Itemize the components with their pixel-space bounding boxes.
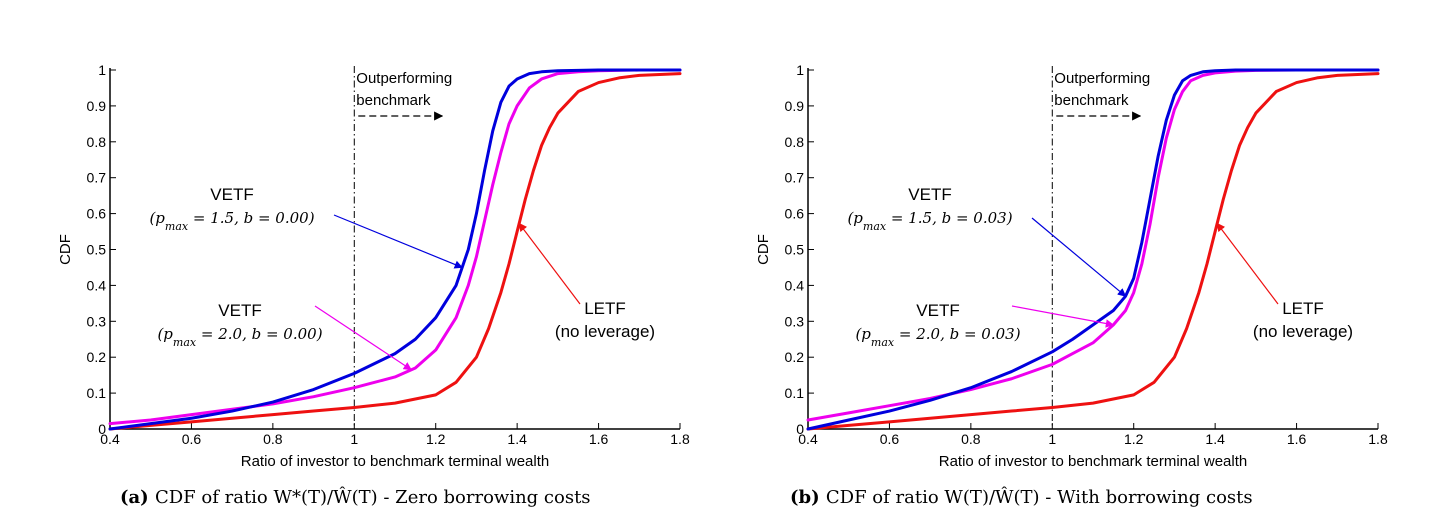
x-tick-label: 1.8 (1368, 431, 1388, 447)
y-tick-label: 0 (796, 421, 804, 437)
annotation-arrow-1 (1011, 305, 1115, 328)
y-tick-label: 0.4 (785, 277, 805, 293)
series-line-1 (108, 68, 682, 426)
series-line-0 (108, 68, 682, 431)
annotation-title-1: VETF (218, 301, 261, 320)
x-tick-label: 0.4 (100, 431, 120, 447)
x-tick-label: 1.2 (1124, 431, 1144, 447)
annotation-params-2: (no leverage) (555, 322, 655, 341)
y-tick-label: 0.6 (87, 206, 107, 222)
series-line-2 (108, 72, 682, 431)
annotation-title-0: VETF (210, 185, 253, 204)
annotation-params-2: (no leverage) (1253, 322, 1353, 341)
figure-caption: (a) CDF of ratio W*(T)/Ŵ(T) - Zero borro… (120, 485, 591, 508)
y-tick-label: 0.4 (87, 277, 107, 293)
annotation-arrow-2 (518, 222, 581, 305)
x-tick-label: 0.8 (961, 431, 981, 447)
y-axis-label: CDF (755, 234, 772, 265)
y-tick-label: 0.9 (785, 98, 805, 114)
annotation-params-1: (pmax = 2.0, b = 0.00) (157, 325, 322, 349)
benchmark-label-line1: Outperforming (356, 70, 452, 87)
panel-a: 0.4 0.6 0.8 1 1.2 1.4 1.6 1.8 0 0.1 0.2 0.3 0.4 0.5 0.… (57, 62, 690, 508)
annotation-arrow-1 (314, 305, 412, 371)
x-axis-label: Ratio of investor to benchmark terminal … (939, 453, 1247, 470)
y-tick-label: 0.7 (87, 170, 107, 186)
x-tick-label: 1 (1048, 431, 1056, 447)
series-line-1 (806, 68, 1380, 422)
x-tick-label: 0.4 (798, 431, 818, 447)
x-tick-label: 1.8 (670, 431, 690, 447)
y-tick-label: 0 (98, 421, 106, 437)
figure-caption: (b) CDF of ratio W(T)/Ŵ(T) - With borrow… (790, 485, 1253, 508)
y-tick-label: 1 (98, 62, 106, 78)
x-tick-label: 1.6 (589, 431, 609, 447)
x-tick-label: 1.2 (426, 431, 446, 447)
annotation-title-0: VETF (908, 185, 951, 204)
y-tick-label: 0.3 (87, 313, 107, 329)
annotation-title-1: VETF (916, 301, 959, 320)
annotation-arrow-0 (333, 214, 463, 269)
annotation-arrow-2 (1216, 222, 1279, 305)
annotation-params-0: (pmax = 1.5, b = 0.00) (149, 209, 314, 233)
benchmark-label-line2: benchmark (356, 92, 431, 109)
annotation-params-1: (pmax = 2.0, b = 0.03) (855, 325, 1020, 349)
y-tick-label: 0.3 (785, 313, 805, 329)
y-tick-label: 0.5 (87, 242, 107, 258)
annotation-params-0: (pmax = 1.5, b = 0.03) (847, 209, 1012, 233)
x-tick-label: 1 (350, 431, 358, 447)
benchmark-label-line2: benchmark (1054, 92, 1129, 109)
y-tick-label: 0.2 (785, 349, 805, 365)
y-tick-label: 0.8 (87, 134, 107, 150)
x-tick-label: 1.4 (507, 431, 527, 447)
x-axis-label: Ratio of investor to benchmark terminal … (241, 453, 549, 470)
y-tick-label: 0.2 (87, 349, 107, 365)
y-tick-label: 0.8 (785, 134, 805, 150)
x-tick-label: 0.6 (182, 431, 202, 447)
panel-b: 0.4 0.6 0.8 1 1.2 1.4 1.6 1.8 0 0.1 0.2 0.3 0.4 0.5 0.… (755, 62, 1388, 508)
series-line-0 (806, 68, 1380, 431)
y-tick-label: 0.9 (87, 98, 107, 114)
annotation-arrow-0 (1031, 217, 1127, 297)
y-tick-label: 0.6 (785, 206, 805, 222)
y-tick-label: 0.1 (785, 385, 805, 401)
annotation-title-2: LETF (584, 299, 626, 318)
annotation-title-2: LETF (1282, 299, 1324, 318)
benchmark-label-line1: Outperforming (1054, 70, 1150, 87)
x-tick-label: 0.6 (880, 431, 900, 447)
y-tick-label: 1 (796, 62, 804, 78)
y-axis-label: CDF (57, 234, 74, 265)
x-tick-label: 1.6 (1287, 431, 1307, 447)
y-tick-label: 0.5 (785, 242, 805, 258)
y-tick-label: 0.1 (87, 385, 107, 401)
series-line-2 (806, 72, 1380, 431)
x-tick-label: 1.4 (1205, 431, 1225, 447)
x-tick-label: 0.8 (263, 431, 283, 447)
y-tick-label: 0.7 (785, 170, 805, 186)
